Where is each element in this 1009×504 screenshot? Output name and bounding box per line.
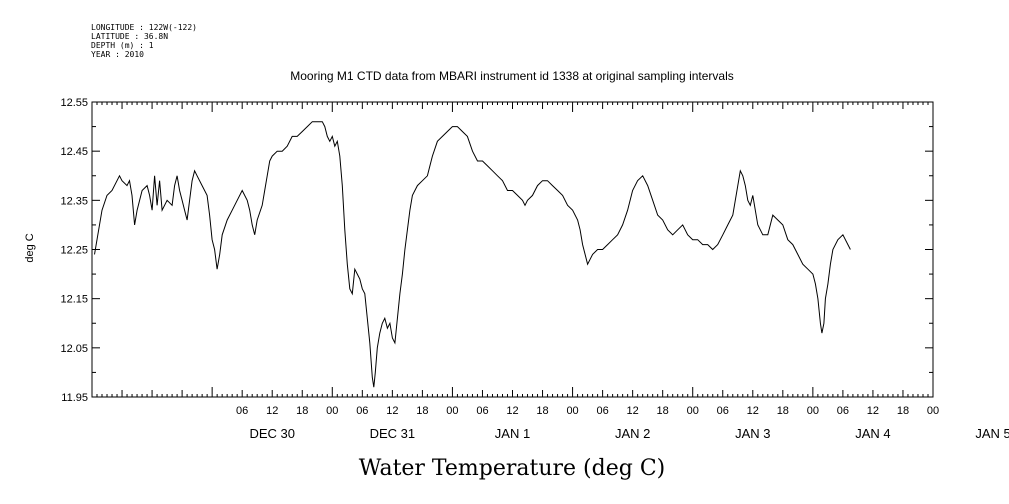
x-day-label: JAN 3 bbox=[735, 426, 770, 441]
x-tick-label: 06 bbox=[837, 405, 849, 417]
x-tick-label: 18 bbox=[897, 405, 909, 417]
x-tick-label: 12 bbox=[386, 405, 398, 417]
x-day-label: JAN 4 bbox=[855, 426, 890, 441]
x-tick-label: 06 bbox=[236, 405, 248, 417]
chart-title: Mooring M1 CTD data from MBARI instrumen… bbox=[290, 69, 734, 83]
x-tick-label: 12 bbox=[867, 405, 879, 417]
x-tick-label: 18 bbox=[296, 405, 308, 417]
x-axis-title: Water Temperature (deg C) bbox=[359, 456, 666, 481]
x-tick-label: 00 bbox=[446, 405, 458, 417]
x-tick-label: 18 bbox=[657, 405, 669, 417]
x-day-label: JAN 5 bbox=[975, 426, 1009, 441]
y-axis-label: deg C bbox=[24, 233, 36, 262]
day-labels: DEC 30 DEC 31 JAN 1 JAN 2 JAN 3 JAN 4 JAN 5 bbox=[249, 426, 1009, 441]
x-tick-label: 12 bbox=[627, 405, 639, 417]
x-tick-label: 06 bbox=[596, 405, 608, 417]
plot-frame bbox=[91, 101, 934, 398]
metadata-line: DEPTH (m) : 1 bbox=[91, 41, 154, 50]
x-tick-label: 06 bbox=[476, 405, 488, 417]
x-tick-label: 00 bbox=[687, 405, 699, 417]
y-tick-label: 12.55 bbox=[60, 97, 88, 109]
x-tick-label: 18 bbox=[777, 405, 789, 417]
y-tick-label: 12.25 bbox=[60, 245, 88, 257]
y-tick-label: 12.45 bbox=[60, 146, 88, 158]
x-tick-label: 18 bbox=[536, 405, 548, 417]
y-axis: 11.95 12.05 12.15 12.25 12.35 12.45 12.55 bbox=[60, 97, 933, 404]
x-day-label: JAN 1 bbox=[495, 426, 530, 441]
x-tick-label: 12 bbox=[747, 405, 759, 417]
metadata-block: LONGITUDE : 122W(-122)LATITUDE : 36.8NDE… bbox=[91, 23, 197, 59]
y-tick-label: 12.05 bbox=[60, 343, 88, 355]
x-day-label: DEC 30 bbox=[249, 426, 295, 441]
y-tick-label: 12.15 bbox=[60, 294, 88, 306]
x-tick-label: 00 bbox=[807, 405, 819, 417]
x-day-label: DEC 31 bbox=[370, 426, 416, 441]
x-tick-label: 00 bbox=[566, 405, 578, 417]
y-tick-label: 11.95 bbox=[61, 392, 88, 404]
x-axis: 06 12 18 00 06 12 18 00 06 12 18 00 06 12 18 00 06 12 18 00… bbox=[91, 102, 939, 417]
x-tick-label: 18 bbox=[416, 405, 428, 417]
x-tick-label: 12 bbox=[506, 405, 518, 417]
x-day-label: JAN 2 bbox=[615, 426, 650, 441]
metadata-line: YEAR : 2010 bbox=[91, 50, 144, 59]
x-tick-label: 12 bbox=[266, 405, 278, 417]
metadata-line: LATITUDE : 36.8N bbox=[91, 32, 168, 41]
x-tick-label: 00 bbox=[927, 405, 939, 417]
x-tick-label: 06 bbox=[717, 405, 729, 417]
series-line bbox=[94, 121, 851, 388]
x-tick-label: 00 bbox=[326, 405, 338, 417]
metadata-line: LONGITUDE : 122W(-122) bbox=[91, 23, 197, 32]
y-tick-label: 12.35 bbox=[60, 195, 88, 207]
x-tick-label: 06 bbox=[356, 405, 368, 417]
